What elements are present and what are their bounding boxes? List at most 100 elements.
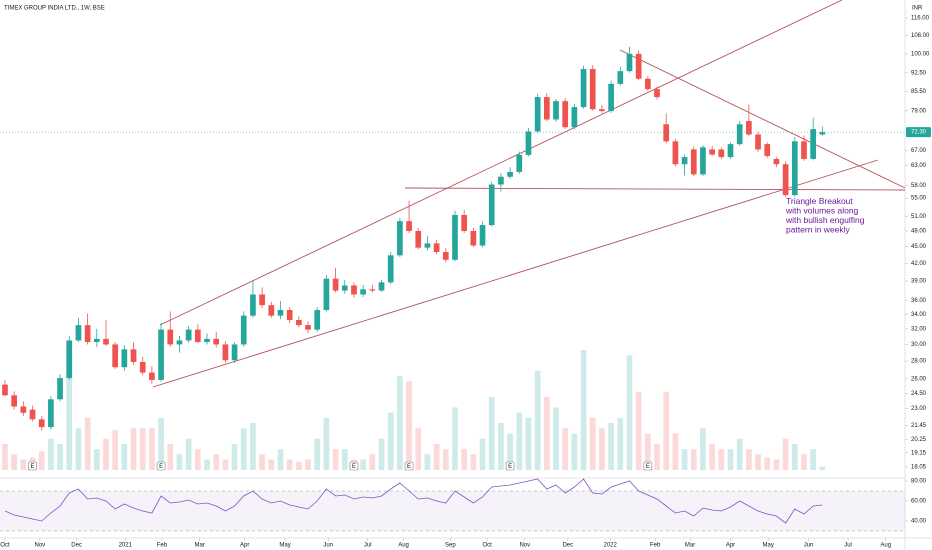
candle-body [690,149,697,175]
volume-bar [360,459,366,470]
y-tick-label: 39.00 [911,279,927,285]
volume-bar [323,417,330,470]
x-tick-label: Dec [563,543,574,549]
price-tag [906,127,931,138]
volume-bar [93,449,100,470]
volume-bar [470,454,477,470]
candle-body [305,325,311,330]
y-tick-label: 67.00 [911,148,927,154]
earnings-marker [505,461,515,471]
volume-bar [672,433,679,470]
trend-line [152,159,879,388]
y-tick-label: 51.00 [911,214,927,220]
y-tick-label: 55.00 [911,196,927,202]
candle-body [167,329,174,345]
volume-bar [11,454,17,470]
candle-body [84,325,91,343]
candle-body [48,399,54,428]
currency-label: INR [912,6,923,12]
candle-body [231,344,238,361]
candle-body [332,278,339,291]
candle-body [746,121,752,135]
candle-body [204,338,210,343]
candle-body [525,131,532,155]
candle-body [397,221,403,256]
x-tick-label: Oct [482,543,492,549]
volume-bar [305,459,311,470]
x-tick-label: Jun [804,543,814,549]
candle-body [240,315,247,345]
volume-bar [158,417,164,470]
volume-bar [176,454,183,470]
volume-bar [534,370,541,470]
x-tick-label: Oct [0,543,10,549]
x-tick-label: Jul [844,543,852,549]
volume-bar [819,466,826,470]
y-tick-label: 30.00 [911,342,927,348]
volume-bar [681,449,688,470]
candle-body [213,338,220,345]
volume-bar [185,438,192,470]
candle-body [250,294,256,316]
candle-body [452,214,458,260]
volume-bar [406,381,412,470]
volume-bar [387,412,394,470]
trend-line [404,187,906,191]
volume-bar [773,459,780,470]
candle-body [479,225,486,246]
earnings-marker [156,461,166,471]
candle-body [718,149,725,158]
rsi-y-tick-label: 40.00 [911,519,927,525]
candle-body [424,243,431,248]
candle-body [130,349,137,362]
x-tick-label: Aug [880,543,891,549]
volume-bar [498,423,504,470]
earnings-marker [643,461,653,471]
x-tick-label: Apr [240,543,249,549]
volume-bar [644,433,651,470]
candle-body [139,361,146,373]
candle-body [296,319,302,326]
volume-bar [149,428,155,470]
candle-body [103,338,109,345]
candle-body [507,171,513,177]
volume-bar [222,459,229,470]
candle-body [755,134,761,150]
candle-body [378,282,385,291]
volume-bar [764,457,771,470]
y-tick-label: 21.45 [911,423,927,429]
y-tick-label: 92.50 [911,70,927,76]
candle-body [286,310,293,320]
candle-body [599,109,605,112]
volume-bar [791,443,798,470]
trend-line [159,0,843,326]
volume-bar [268,459,275,470]
volume-bar [589,417,596,470]
volume-bar [461,449,468,470]
volume-bar [341,449,348,470]
volume-bar [277,449,284,470]
volume-bar [20,459,27,470]
y-tick-label: 19.15 [911,450,927,456]
volume-bar [782,438,789,470]
volume-bar [700,428,706,470]
y-tick-label: 26.00 [911,377,927,383]
y-tick-label: 36.00 [911,298,927,304]
y-tick-label: 85.50 [911,89,927,95]
volume-bar [2,443,8,470]
annotation-line: with volumes along [785,206,859,216]
volume-bar [213,454,220,470]
annotation-line: with bullish engulfing [785,215,865,225]
candle-body [681,157,688,165]
volume-bar [378,438,385,470]
volume-bar [204,459,210,470]
candle-body [369,289,376,291]
candle-body [2,384,8,396]
candle-body [351,285,357,295]
candle-body [222,344,229,361]
y-tick-label: 63.00 [911,163,927,169]
earnings-label: E [352,464,356,470]
candle-body [277,310,284,316]
volume-bar [286,459,293,470]
candle-body [176,340,183,345]
